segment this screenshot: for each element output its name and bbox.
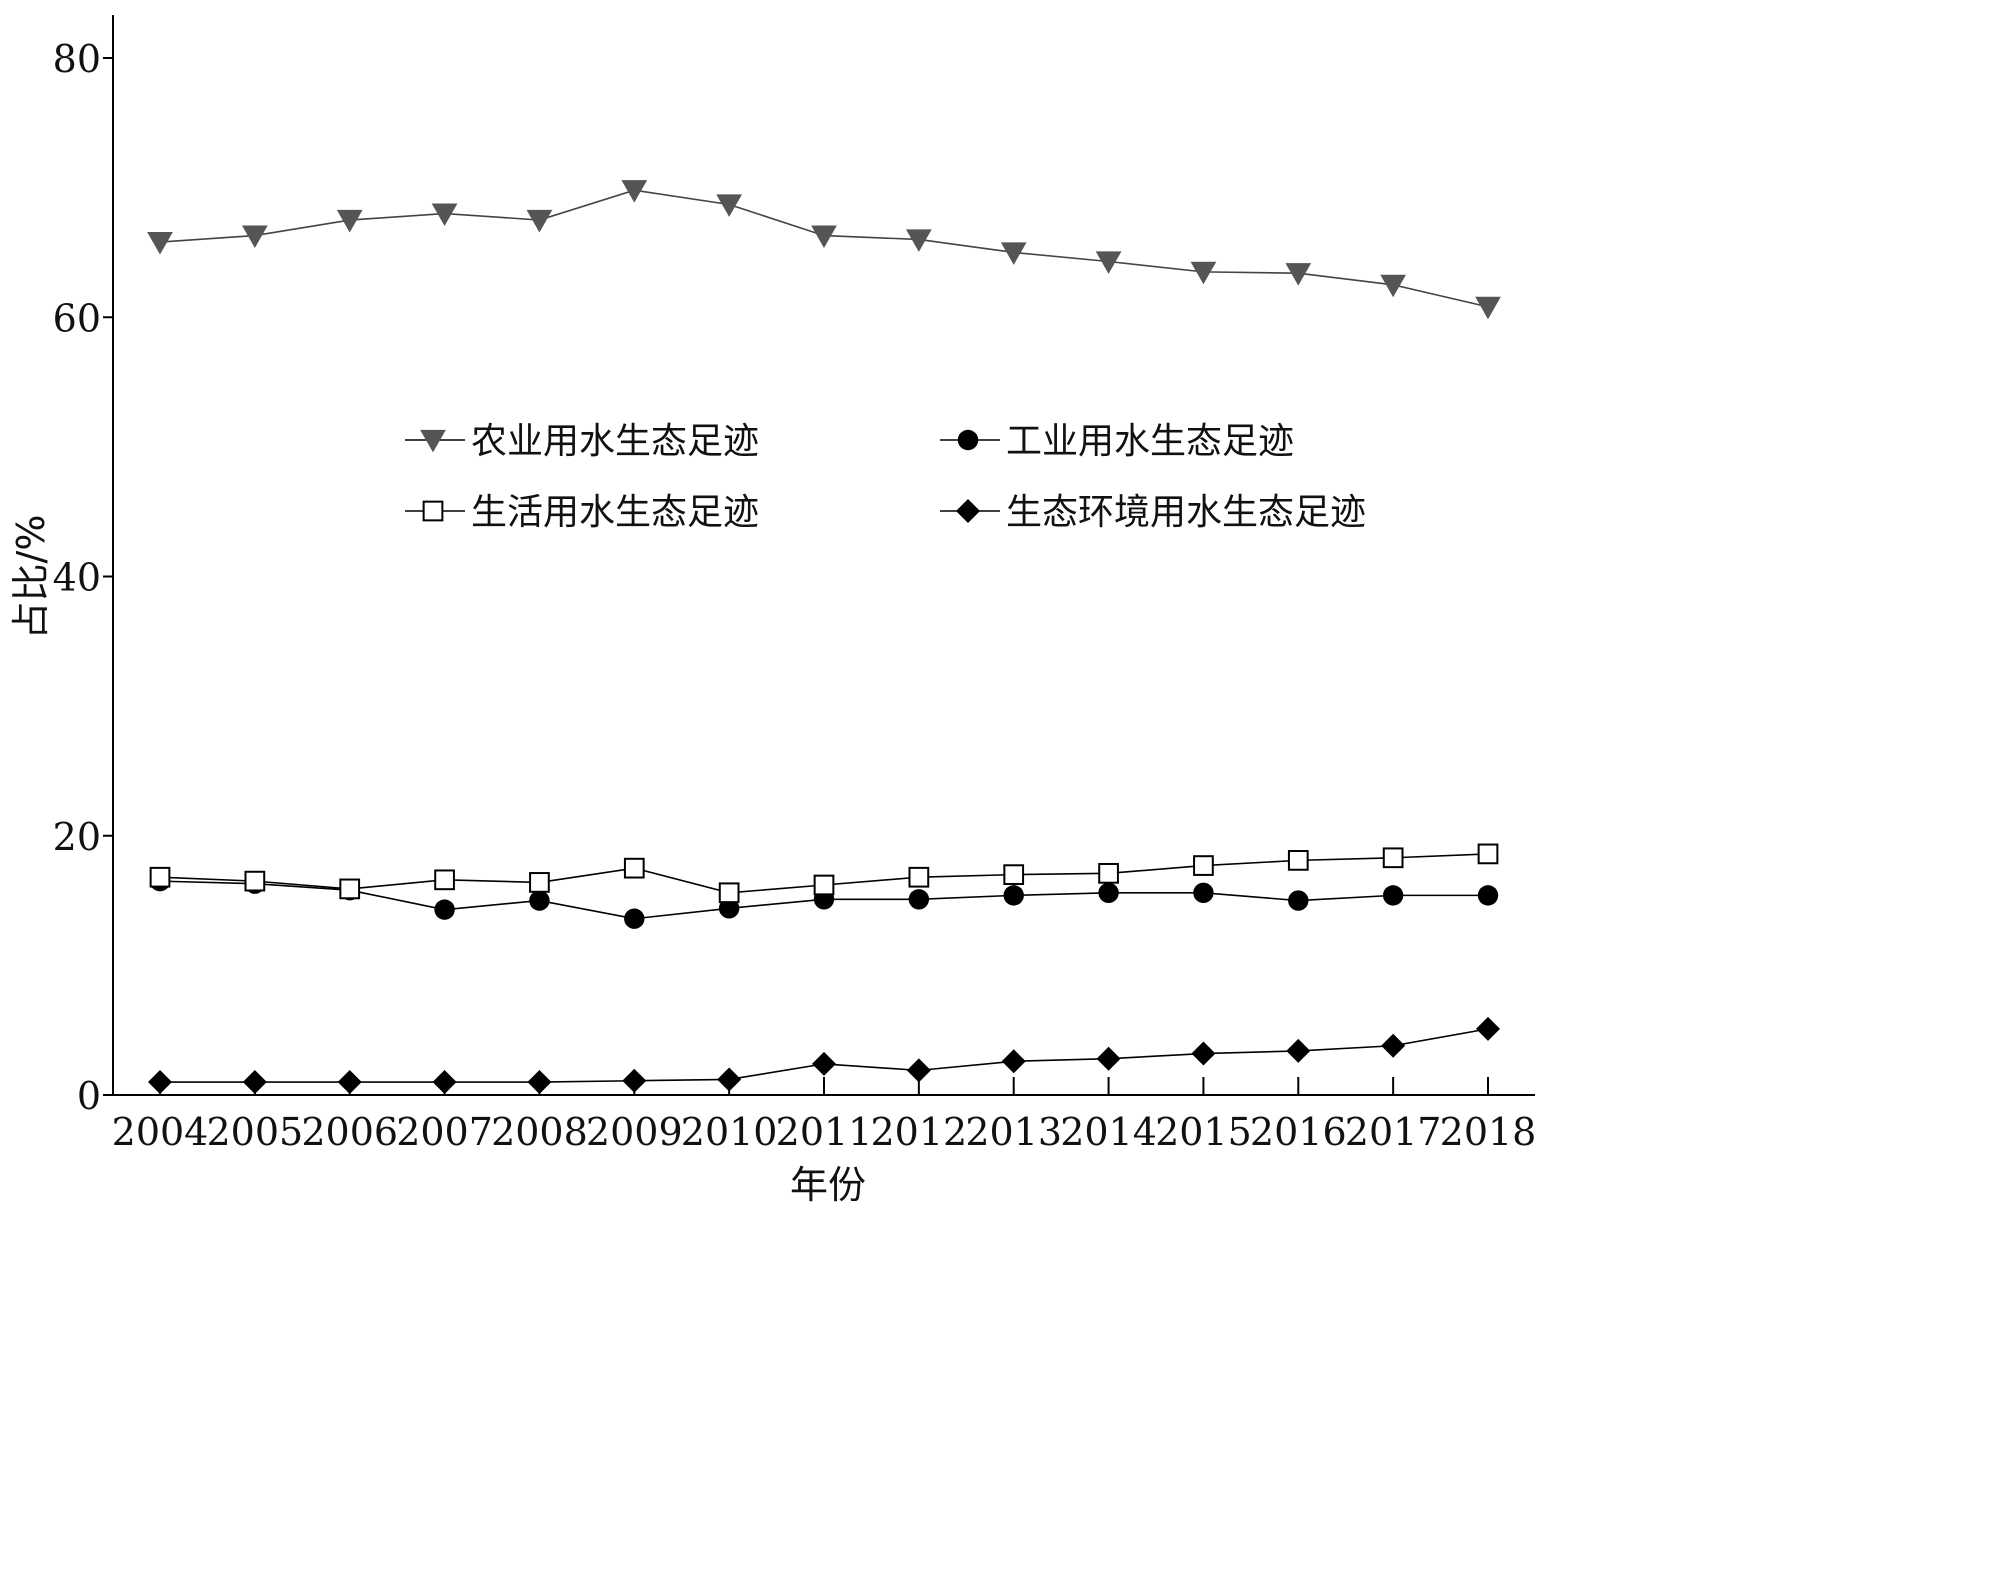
- x-tick-label: 2010: [681, 1110, 778, 1154]
- legend-marker: [957, 429, 979, 451]
- data-point: [432, 1070, 457, 1095]
- legend-item: 生活用水生态足迹: [405, 492, 759, 533]
- data-point: [624, 908, 645, 929]
- legend-item: 工业用水生态足迹: [940, 421, 1294, 462]
- x-tick-label: 2016: [1250, 1110, 1347, 1154]
- data-point: [718, 882, 740, 904]
- y-tick-label: 0: [77, 1074, 101, 1118]
- data-point: [148, 1070, 172, 1095]
- data-point: [813, 874, 835, 896]
- legend-marker: [956, 499, 980, 523]
- data-point: [244, 870, 266, 892]
- data-point: [1191, 1041, 1216, 1066]
- x-axis-title: 年份: [790, 1163, 866, 1207]
- data-point: [339, 878, 361, 900]
- data-point: [1477, 843, 1499, 865]
- x-tick-label: 2014: [1060, 1110, 1157, 1154]
- y-tick-label: 40: [53, 556, 101, 600]
- data-point: [1477, 885, 1499, 906]
- legend-marker: [420, 429, 446, 453]
- data-point: [1288, 890, 1309, 911]
- legend-label: 生活用水生态足迹: [471, 492, 759, 533]
- data-point: [1098, 882, 1119, 903]
- legend-item: 农业用水生态足迹: [405, 421, 759, 462]
- x-tick-label: 2018: [1440, 1110, 1537, 1154]
- y-tick-label: 20: [53, 815, 101, 859]
- data-point: [1475, 296, 1501, 320]
- data-point: [241, 225, 268, 248]
- x-tick-label: 2005: [206, 1110, 303, 1154]
- line-chart: 0204060802004200520062007200820092010201…: [9, 15, 1537, 1207]
- data-point: [1003, 885, 1024, 906]
- legend-marker: [422, 500, 444, 522]
- data-point: [1380, 274, 1407, 298]
- legend-item: 生态环境用水生态足迹: [940, 492, 1366, 533]
- data-point: [337, 1070, 362, 1095]
- data-point: [1381, 1033, 1406, 1058]
- axes: 0204060802004200520062007200820092010201…: [53, 15, 1537, 1154]
- x-tick-label: 2007: [396, 1110, 493, 1154]
- y-tick-label: 60: [53, 296, 101, 340]
- data-point: [906, 1058, 931, 1083]
- data-point: [908, 866, 930, 888]
- data-point: [1286, 1038, 1311, 1063]
- data-point: [622, 1068, 647, 1093]
- series-3: [148, 1016, 1500, 1095]
- data-point: [1287, 850, 1309, 871]
- data-point: [434, 899, 455, 920]
- data-point: [1382, 885, 1404, 906]
- data-point: [908, 889, 930, 910]
- data-point: [1095, 251, 1122, 274]
- series-0: [147, 180, 1501, 320]
- legend-label: 农业用水生态足迹: [471, 421, 759, 462]
- data-point: [1285, 263, 1312, 286]
- series-layer: [147, 180, 1501, 1095]
- data-point: [1190, 261, 1217, 285]
- data-point: [1382, 847, 1404, 869]
- data-point: [527, 1070, 552, 1095]
- data-point: [1096, 1046, 1121, 1071]
- data-point: [623, 857, 645, 879]
- data-point: [336, 209, 363, 233]
- x-tick-label: 2009: [586, 1110, 683, 1154]
- data-point: [1193, 855, 1214, 876]
- data-point: [147, 231, 173, 255]
- data-point: [529, 890, 550, 911]
- x-tick-label: 2015: [1155, 1110, 1252, 1154]
- x-tick-label: 2004: [112, 1110, 209, 1154]
- data-point: [811, 225, 837, 248]
- data-point: [1098, 862, 1119, 884]
- series-2: [149, 843, 1499, 904]
- data-point: [1001, 1049, 1026, 1074]
- x-tick-label: 2017: [1345, 1110, 1442, 1154]
- y-axis-title: 占比/%: [9, 515, 53, 640]
- series-line: [159, 189, 1489, 308]
- x-tick-label: 2011: [776, 1110, 873, 1154]
- data-point: [718, 898, 740, 919]
- x-tick-label: 2006: [301, 1110, 398, 1154]
- data-point: [431, 203, 458, 226]
- data-point: [149, 866, 171, 888]
- data-point: [1476, 1016, 1500, 1041]
- data-point: [1003, 864, 1025, 885]
- data-point: [242, 1070, 267, 1095]
- data-point: [526, 209, 553, 233]
- data-point: [621, 180, 648, 203]
- legend-label: 生态环境用水生态足迹: [1006, 492, 1366, 533]
- data-point: [812, 1051, 836, 1076]
- data-point: [717, 1067, 742, 1092]
- x-tick-label: 2008: [491, 1110, 588, 1154]
- x-tick-label: 2013: [965, 1110, 1062, 1154]
- data-point: [1000, 242, 1027, 265]
- x-tick-label: 2012: [870, 1110, 967, 1154]
- data-point: [529, 872, 550, 893]
- y-tick-label: 80: [53, 37, 101, 81]
- data-point: [1193, 882, 1214, 903]
- data-point: [716, 194, 743, 217]
- legend-label: 工业用水生态足迹: [1006, 421, 1294, 462]
- data-point: [434, 869, 455, 891]
- data-point: [905, 229, 932, 252]
